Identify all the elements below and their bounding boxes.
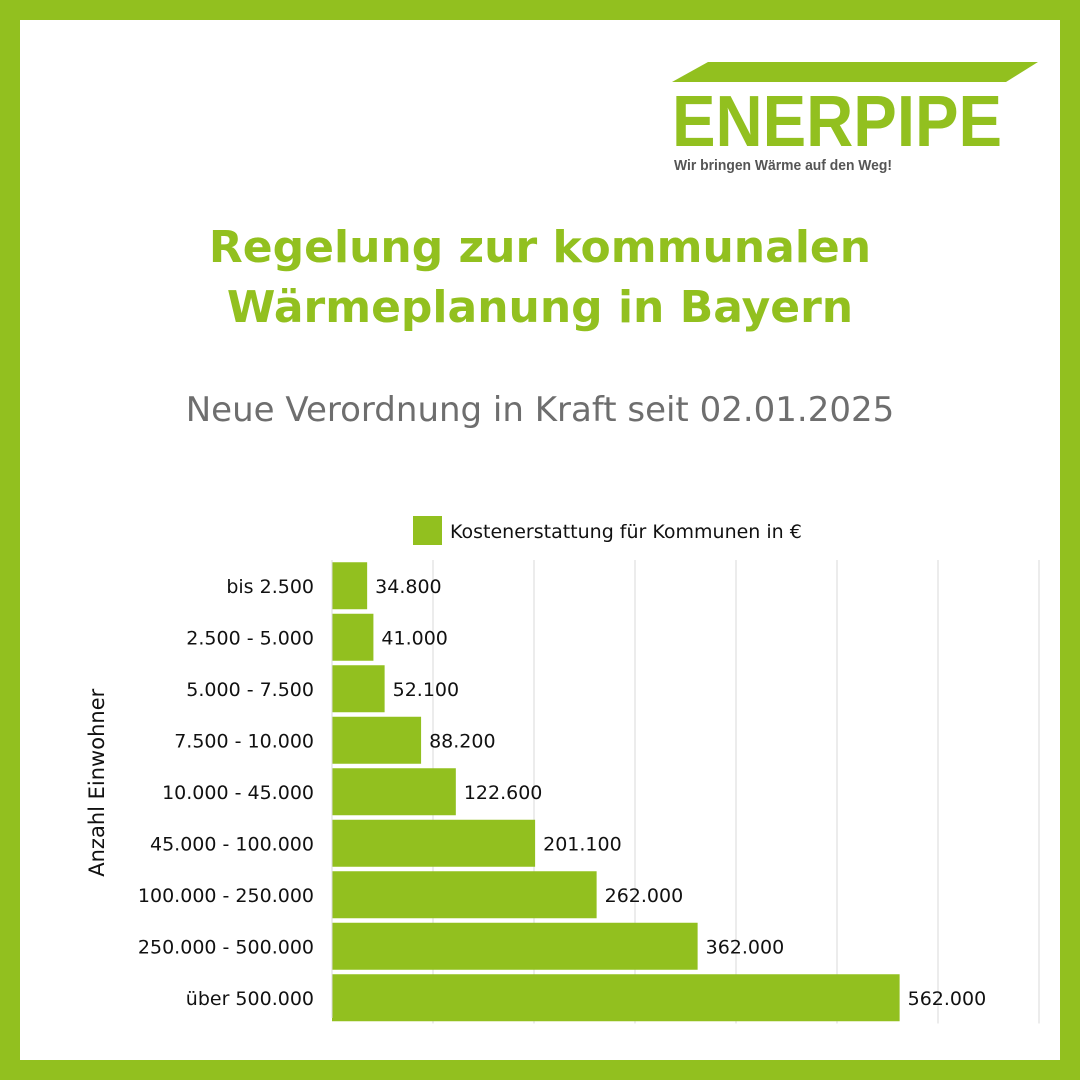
bar — [332, 974, 900, 1022]
category-label: 45.000 - 100.000 — [150, 833, 314, 855]
category-label: 2.500 - 5.000 — [186, 627, 314, 649]
logo-slogan: Wir bringen Wärme auf den Weg! — [674, 157, 892, 174]
category-label: 7.500 - 10.000 — [174, 730, 314, 752]
category-label: 10.000 - 45.000 — [162, 782, 314, 804]
bar — [332, 871, 597, 919]
legend-label: Kostenerstattung für Kommunen in € — [450, 521, 802, 543]
bar — [332, 562, 368, 610]
data-label: 122.600 — [464, 782, 543, 804]
data-label: 201.100 — [543, 833, 622, 855]
legend-swatch — [413, 516, 442, 545]
category-label: 5.000 - 7.500 — [186, 679, 314, 701]
bar-chart: Kostenerstattung für Kommunen in € Anzah… — [85, 516, 1040, 1024]
data-label: 362.000 — [706, 936, 785, 958]
content-frame: ENERPIPE Wir bringen Wärme auf den Weg! … — [20, 20, 1060, 1060]
data-label: 262.000 — [605, 885, 684, 907]
y-axis-label: Anzahl Einwohner — [85, 688, 109, 876]
legend: Kostenerstattung für Kommunen in € — [413, 516, 802, 545]
bar — [332, 613, 374, 661]
data-label: 34.800 — [375, 576, 441, 598]
bar — [332, 665, 385, 713]
bar — [332, 768, 456, 816]
category-label: bis 2.500 — [226, 576, 314, 598]
logo-wordmark: ENERPIPE — [672, 82, 1002, 162]
data-label: 52.100 — [393, 679, 459, 701]
data-label: 562.000 — [908, 988, 987, 1010]
title-line-1: Regelung zur kommunalen — [208, 222, 872, 273]
category-label: über 500.000 — [186, 988, 314, 1010]
title-line-2: Wärmeplanung in Bayern — [226, 282, 854, 333]
bar — [332, 716, 422, 764]
page-title: Regelung zur kommunalen Wärmeplanung in … — [20, 218, 1060, 338]
page-subtitle: Neue Verordnung in Kraft seit 02.01.2025 — [185, 390, 895, 430]
category-label: 250.000 - 500.000 — [138, 936, 314, 958]
enerpipe-logo: ENERPIPE Wir bringen Wärme auf den Weg! — [672, 40, 1042, 180]
bars: bis 2.500 34.800 2.500 - 5.000 41.000 5.000 … — [138, 562, 987, 1022]
bar — [332, 819, 536, 867]
bar — [332, 922, 698, 970]
category-label: 100.000 - 250.000 — [138, 885, 314, 907]
data-label: 88.200 — [429, 730, 495, 752]
data-label: 41.000 — [381, 627, 447, 649]
